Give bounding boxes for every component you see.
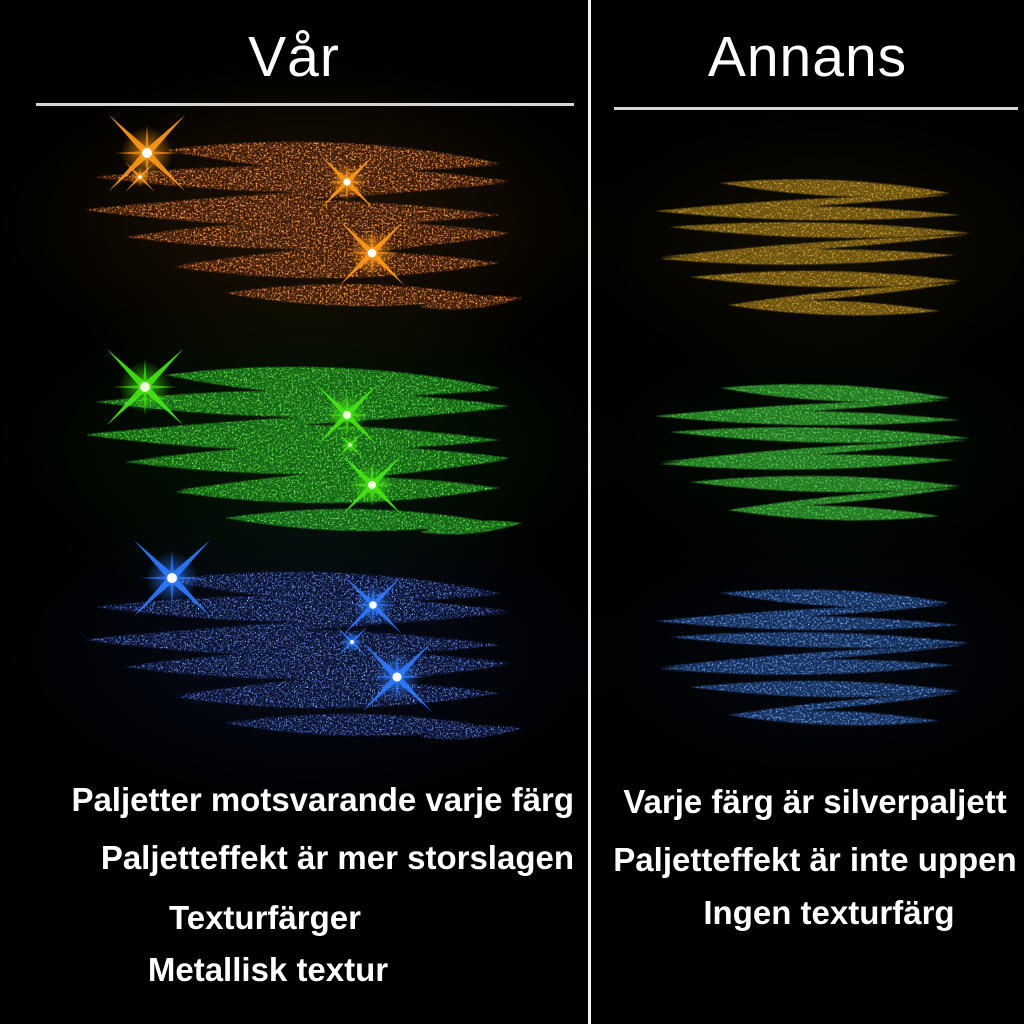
their-caption-sequin-effect: Paljetteffekt är inte uppen — [613, 841, 1017, 878]
sparkle-icon — [362, 642, 432, 712]
sparkle-icon — [108, 114, 186, 192]
our-green-glitter-swatch — [70, 340, 550, 555]
our-copper-glitter-swatch — [70, 114, 550, 330]
their-column-title: Annans — [707, 25, 908, 89]
their-caption-no-texture-color: Ingen texturfärg — [703, 894, 955, 931]
sparkle-icon — [336, 431, 364, 459]
their-gold-glitter-swatch — [640, 165, 1010, 325]
their-title-underline — [614, 107, 1018, 110]
our-caption-metallic-texture: Metallisk textur — [147, 951, 389, 988]
our-caption-sequins-match-color: Paljetter motsvarande varje färg — [71, 781, 574, 818]
column-divider — [588, 0, 591, 1024]
sparkle-icon — [133, 539, 211, 617]
sparkle-icon — [125, 162, 155, 192]
their-green-glitter-swatch — [640, 370, 1010, 530]
their-blue-glitter-swatch — [640, 575, 1010, 735]
sparkle-icon — [316, 384, 378, 446]
sparkle-icon — [320, 155, 374, 209]
sparkle-icon — [341, 454, 403, 516]
sparkle-icon — [106, 348, 184, 426]
sparkle-icon — [339, 220, 405, 286]
sparkle-icon — [336, 626, 368, 658]
our-title-underline — [36, 103, 574, 106]
their-caption-silver-sequin: Varje färg är silverpaljett — [623, 783, 1007, 820]
our-blue-glitter-swatch — [70, 539, 550, 760]
sparkle-icon — [344, 576, 402, 634]
our-caption-texture-colors: Texturfärger — [169, 899, 361, 936]
our-column-title: Vår — [248, 25, 340, 89]
our-caption-sequin-effect: Paljetteffekt är mer storslagen — [100, 839, 574, 876]
